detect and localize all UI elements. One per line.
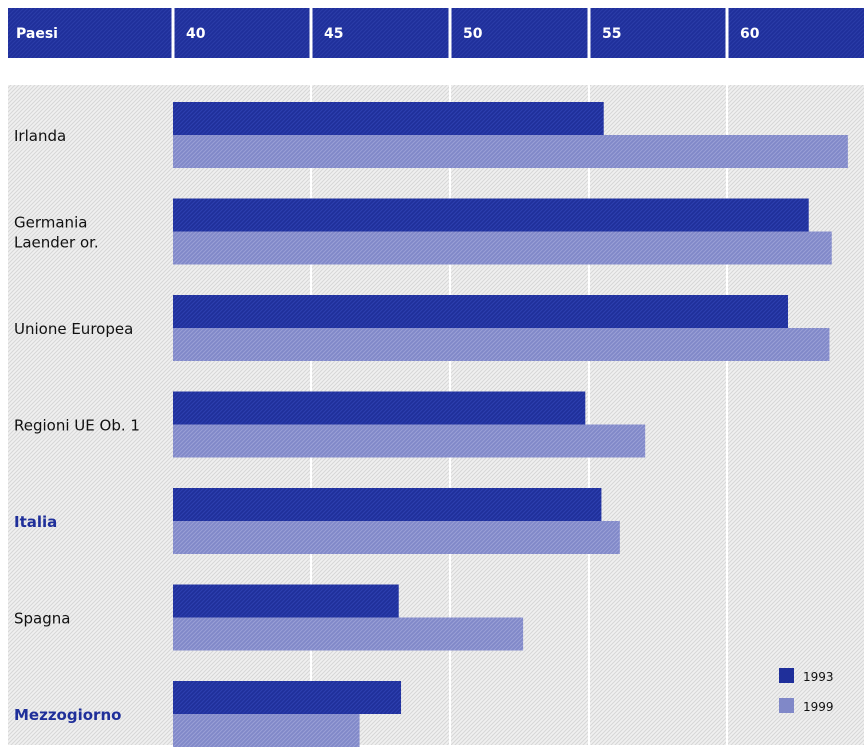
x-tick-label: 60 [740,26,760,42]
bar-1993 [173,295,788,328]
category-label: Irlanda [14,127,66,145]
category-label: Unione Europea [14,320,133,338]
bar-1999 [173,328,830,361]
bar-1999 [173,714,360,747]
x-tick-label: 50 [463,26,483,42]
bar-1993 [173,198,809,232]
x-tick-label: 55 [602,26,621,42]
bar-1999 [173,135,848,168]
legend-label-1993: 1993 [803,670,834,684]
bar-1993 [173,488,602,521]
header-row: Paesi 40 45 50 55 60 [8,8,864,58]
category-label: Spagna [14,610,70,628]
legend: 1993 1999 [779,668,834,714]
bar-1999 [173,617,524,651]
category-label: Regioni UE Ob. 1 [14,417,140,435]
legend-swatch-1993 [779,668,794,683]
category-label: Mezzogiorno [14,706,121,724]
header-bar [8,8,864,58]
legend-swatch-1999 [779,698,794,713]
bar-1999 [173,231,832,265]
bar-1993 [173,391,586,425]
bar-1999 [173,521,620,554]
x-tick-label: 40 [186,26,206,42]
bar-1999 [173,424,646,458]
category-label: Germania Laender or. [14,214,99,252]
header-label: Paesi [16,26,58,42]
x-tick-label: 45 [324,26,343,42]
category-label: Italia [14,513,57,531]
bar-1993 [173,102,604,135]
bars [173,102,848,747]
category-labels: Irlanda Germania Laender or. Unione Europea… [14,127,140,724]
legend-label-1999: 1999 [803,700,834,714]
bar-1993 [173,681,402,714]
bar-1993 [173,584,399,618]
